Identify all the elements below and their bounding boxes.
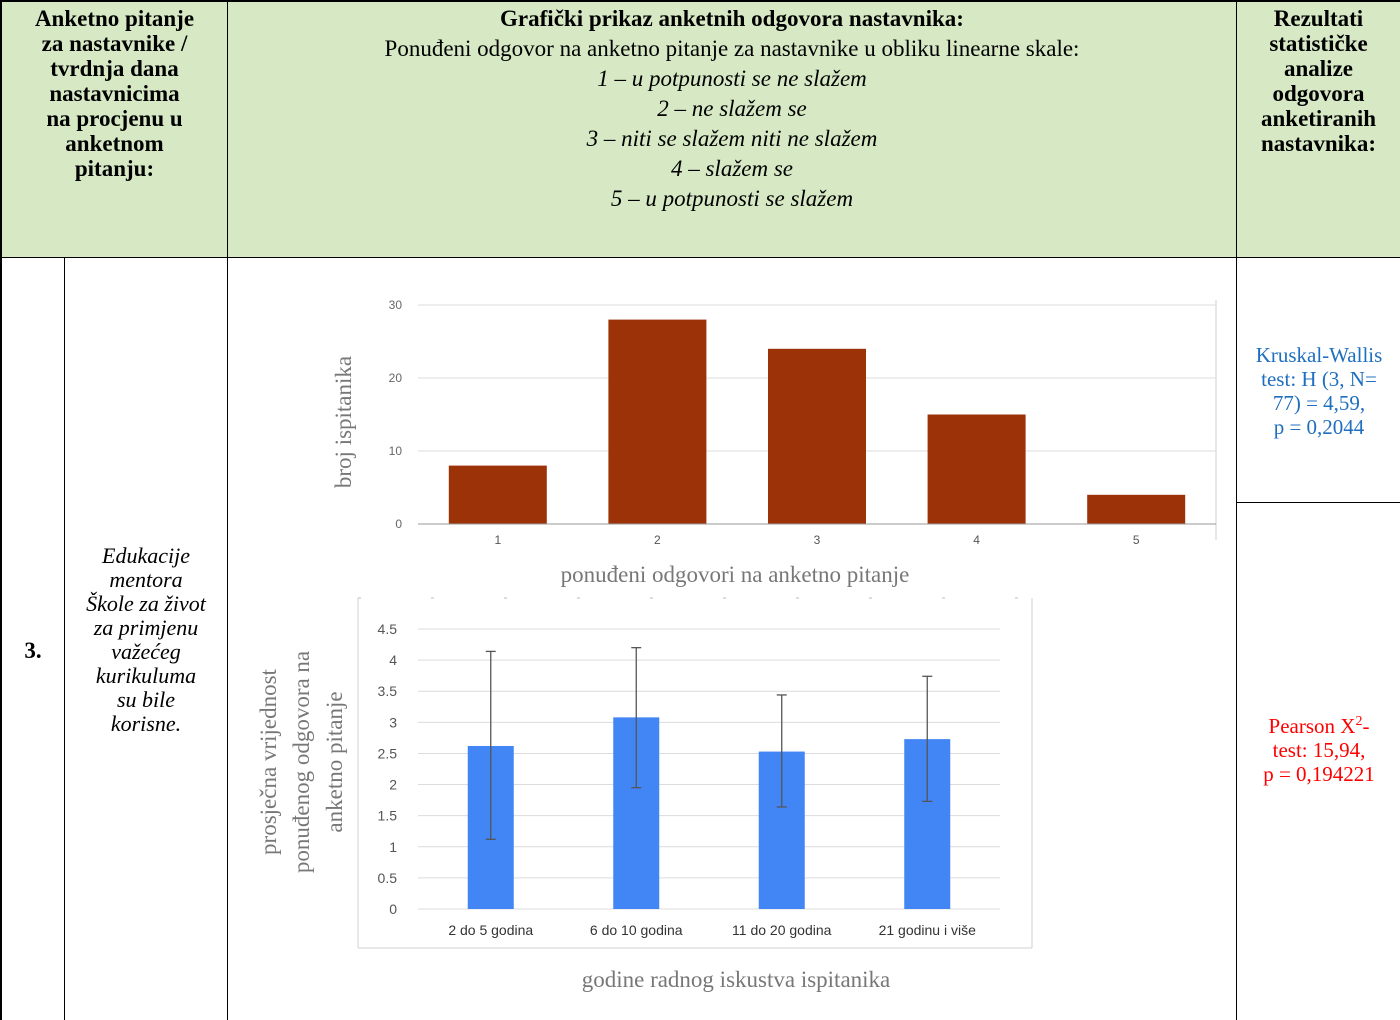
chart2-y-axis-title-line: anketno pitanje: [322, 691, 347, 832]
chart2-xtick-label: 2 do 5 godina: [448, 922, 533, 938]
header-question-text: Anketno pitanje za nastavnike / tvrdnja da…: [34, 6, 195, 181]
chart1-xtick-label: 1: [494, 533, 501, 547]
chart1-y-axis-title: broj ispitanika: [331, 356, 356, 488]
chart1-ytick-label: 0: [395, 517, 402, 531]
chart1-background: [232, 290, 1230, 590]
chart1-bar: [448, 465, 547, 524]
chart2-y-axis-title-line: ponuđenog odgovora na: [289, 651, 314, 873]
chart2-ytick-label: 4.5: [378, 621, 398, 637]
chart2-ytick-label: 0: [389, 901, 397, 917]
row-number: 3.: [24, 638, 42, 663]
chart2-x-axis-title: godine radnog iskustva ispitanika: [582, 967, 891, 992]
header-cell-question: [2, 2, 227, 257]
table-border-results-split: [1237, 502, 1400, 503]
scale-item: 1 – u potpunosti se ne slažem: [597, 66, 867, 91]
scale-item: 3 – niti se slažem niti ne slažem: [586, 126, 878, 151]
chart2-xtick-label: 21 godinu i više: [879, 922, 977, 938]
chart2-ytick-label: 1.5: [378, 808, 398, 824]
pearson-result: Pearson X2- test: 15,94, p = 0,194221: [1263, 714, 1375, 786]
chart1-plot: 0 10 20 30 1 2 3 4 5 ponuđeni odgovori na anketno…: [331, 298, 1216, 587]
chart1-xtick-label: 2: [654, 533, 661, 547]
header-cell-graph: [228, 2, 1236, 257]
chart1-bar: [1087, 494, 1186, 524]
table-border-header: [0, 257, 1400, 258]
chart1-xtick-label: 4: [973, 533, 980, 547]
chart2-ytick-label: 3.5: [378, 683, 398, 699]
scale-item: 5 – u potpunosti se slažem: [610, 186, 854, 211]
chart1-x-axis-title: ponuđeni odgovori na anketno pitanje: [561, 562, 910, 587]
chart2-ytick-label: 2.5: [378, 745, 398, 761]
chart2-ytick-label: 2: [389, 777, 397, 793]
chart1-bar: [927, 414, 1026, 524]
statement-text: Edukacije mentora Škole za život za primjen…: [86, 543, 206, 736]
graph-subtitle: Ponuđeni odgovor na anketno pitanje za n…: [384, 36, 1080, 61]
chart2-xtick-label: 11 do 20 godina: [732, 922, 832, 938]
chart2-ytick-label: 0.5: [378, 870, 398, 886]
chart1-xtick-label: 3: [814, 533, 821, 547]
chart1-xtick-label: 5: [1133, 533, 1140, 547]
header-results-text: Rezultati statističke analize odgovora anket…: [1260, 6, 1377, 156]
scale-item: 2 – ne slažem se: [657, 96, 807, 121]
chart2-ytick-label: 3: [389, 714, 397, 730]
chart1-bar: [608, 319, 707, 524]
header-graph-text: Grafički prikaz anketnih odgovora nastav…: [228, 4, 1236, 214]
table-border-graph: [1236, 0, 1237, 1020]
chart2-xtick-label: 6 do 10 godina: [590, 922, 683, 938]
scale-item: 4 – slažem se: [670, 156, 794, 181]
table-border-number: [64, 257, 65, 1020]
table-border-top: [0, 0, 1400, 2]
chart2-ytick-label: 1: [389, 839, 397, 855]
chart2-plot: 0 0.5 1 1.5 2 2.5 3 3.5 4 4.5 2 do 5 godina 6 do 10…: [256, 621, 1000, 992]
table-border-left: [0, 0, 2, 1020]
chart1-bar: [768, 348, 866, 524]
kruskal-wallis-result: Kruskal-Wallis test: H (3, N= 77) = 4,59, p…: [1255, 343, 1383, 439]
table-border-question: [227, 0, 228, 1020]
chart1-ytick-label: 20: [389, 371, 403, 385]
header-cell-results: [1237, 2, 1400, 257]
chart1-ytick-label: 30: [389, 298, 403, 312]
chart2-ytick-label: 4: [389, 652, 397, 668]
chart1-ytick-label: 10: [389, 444, 403, 458]
graph-title: Grafički prikaz anketnih odgovora nastav…: [500, 6, 964, 31]
chart2-y-axis-title-line: prosječna vrijednost: [256, 668, 281, 854]
